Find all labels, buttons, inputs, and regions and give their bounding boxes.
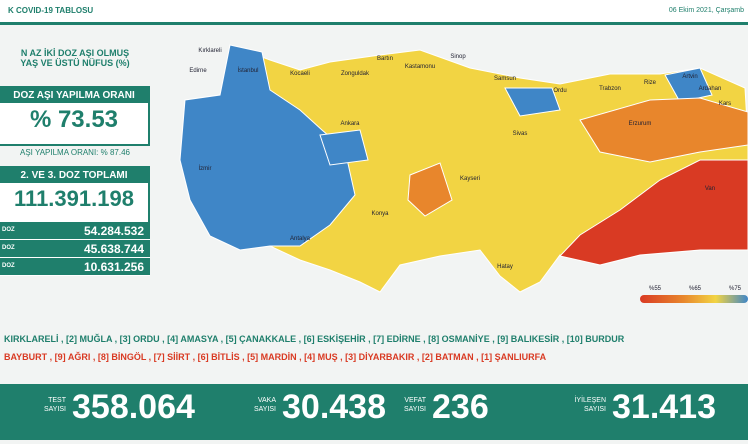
- province-label: Samsun: [494, 76, 516, 82]
- stat-label: İYİLEŞEN SAYISI: [560, 396, 606, 414]
- province-label: Kayseri: [460, 176, 480, 182]
- stat-label: SAYISI: [403, 406, 426, 413]
- stat: TEST SAYISI 358.064: [20, 386, 210, 436]
- dose-label: DOZ: [2, 227, 15, 233]
- header: K COVID-19 TABLOSU 06 Ekim 2021, Çarşamb: [0, 0, 748, 25]
- stat-value: 31.413: [612, 388, 716, 426]
- province-label: Artvin: [682, 74, 697, 80]
- province-label: İstanbul: [237, 67, 258, 74]
- province-label: Van: [705, 186, 715, 192]
- legend-label: %55: [649, 286, 662, 292]
- province-label: Bartın: [377, 56, 393, 62]
- stat-label: SAYISI: [253, 406, 276, 413]
- province-label: Erzurum: [629, 121, 652, 127]
- total-value: 111.391.198: [14, 186, 134, 211]
- stat-label: VEFAT SAYISI: [380, 396, 426, 414]
- bottom-list: BAYBURT , [9] AĞRI , [8] BİNGÖL , [7] Sİ…: [4, 352, 547, 362]
- dose-value: 54.284.532: [83, 224, 144, 238]
- province-label: Hatay: [497, 264, 513, 270]
- stat: İYİLEŞEN SAYISI 31.413: [560, 386, 748, 436]
- stat-label: TEST: [48, 397, 66, 404]
- legend-label: %65: [689, 286, 702, 292]
- region-blue: [319, 129, 369, 166]
- dose-row: DOZ 54.284.532: [0, 222, 150, 240]
- province-label: İzmir: [199, 165, 212, 172]
- dose-label: DOZ: [2, 245, 15, 251]
- rate-box: DOZ AŞI YAPILMA ORANI % 73.53: [0, 86, 150, 146]
- province-label: Edirne: [189, 68, 207, 74]
- top-list: KIRKLARELİ , [2] MUĞLA , [3] ORDU , [4] …: [4, 334, 625, 344]
- legend-label: %75: [729, 286, 742, 292]
- province-label: Kırklareli: [198, 48, 221, 54]
- region-red: [559, 159, 748, 266]
- region-blue: [179, 44, 356, 251]
- first-dose: AŞI YAPILMA ORANI: % 87.46: [20, 148, 130, 157]
- province-label: Rize: [644, 80, 657, 86]
- heading: N AZ İKİ DOZ AŞI OLMUŞ: [20, 48, 130, 58]
- region-blue: [664, 67, 713, 103]
- province-label: Kars: [719, 101, 731, 107]
- rate-label: DOZ AŞI YAPILMA ORANI: [0, 88, 148, 103]
- dose-row: DOZ 45.638.744: [0, 240, 150, 258]
- province-label: Kastamonu: [405, 64, 435, 70]
- dose-value: 10.631.256: [83, 260, 144, 274]
- province-label: Antalya: [290, 236, 311, 242]
- stat-label: VAKA SAYISI: [230, 396, 276, 414]
- province-label: Ordu: [553, 88, 566, 94]
- total-label: 2. VE 3. DOZ TOPLAMI: [0, 168, 148, 183]
- heading: YAŞ VE ÜSTÜ NÜFUS (%): [20, 58, 130, 68]
- stat-value: 358.064: [72, 388, 195, 426]
- stat-label: SAYISI: [43, 406, 66, 413]
- stats-bar: [0, 384, 748, 440]
- panel-heading: N AZ İKİ DOZ AŞI OLMUŞ YAŞ VE ÜSTÜ NÜFUS…: [0, 48, 150, 68]
- province-label: Ankara: [340, 121, 360, 127]
- map: Kırklareli Edirne İstanbul Kocaeli Zonguldak…: [179, 44, 748, 303]
- stat: VAKA SAYISI 30.438: [230, 386, 420, 436]
- region-orange: [579, 97, 748, 163]
- dose-row: DOZ 10.631.256: [0, 258, 150, 276]
- province-label: Kocaeli: [290, 71, 310, 77]
- stat-label: SAYISI: [583, 406, 606, 413]
- province-label: Trabzon: [599, 86, 621, 92]
- dose-label: DOZ: [2, 263, 15, 269]
- legend-bar: [640, 295, 748, 303]
- stat: VEFAT SAYISI 236: [380, 386, 570, 436]
- stat-value: 30.438: [282, 388, 386, 426]
- stat-label: VAKA: [257, 397, 276, 404]
- stat-label: İYİLEŞEN: [574, 397, 606, 404]
- rate-value: % 73.53: [29, 106, 119, 133]
- date: 06 Ekim 2021, Çarşamb: [668, 7, 744, 14]
- dose-value: 45.638.744: [83, 242, 144, 256]
- stat-label: TEST SAYISI: [20, 396, 66, 414]
- total-box: 2. VE 3. DOZ TOPLAMI 111.391.198: [0, 166, 150, 224]
- province-label: Sivas: [513, 131, 528, 137]
- province-label: Konya: [371, 211, 389, 217]
- stat-label: VEFAT: [404, 397, 426, 404]
- title: K COVID-19 TABLOSU: [8, 6, 94, 15]
- province-label: Zonguldak: [341, 71, 370, 77]
- province-label: Ardahan: [699, 86, 722, 92]
- region-orange: [407, 162, 453, 217]
- stat-value: 236: [432, 388, 489, 426]
- region-blue: [504, 87, 561, 117]
- province-label: Sinop: [450, 54, 466, 60]
